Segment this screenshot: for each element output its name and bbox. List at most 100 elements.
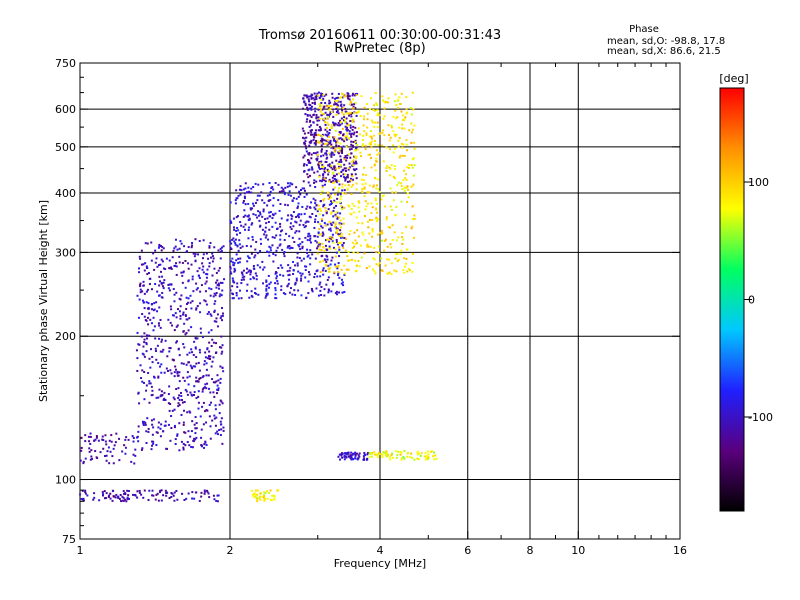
data-point <box>140 493 143 496</box>
data-point <box>267 286 270 289</box>
data-point <box>110 440 113 443</box>
data-point <box>196 337 199 340</box>
data-point <box>259 266 262 269</box>
data-point <box>150 385 153 388</box>
data-point <box>166 370 169 373</box>
data-point <box>145 350 148 353</box>
data-point <box>246 260 249 263</box>
data-point <box>318 207 321 210</box>
data-point <box>320 225 323 228</box>
data-point <box>339 147 342 150</box>
data-point <box>192 290 195 293</box>
data-point <box>391 238 394 241</box>
data-point <box>349 212 352 215</box>
data-point <box>370 202 373 205</box>
data-point <box>216 494 219 497</box>
data-point <box>324 111 327 114</box>
data-point <box>348 148 351 151</box>
data-point <box>366 457 369 460</box>
data-point <box>286 185 289 188</box>
data-point <box>304 236 307 239</box>
data-point <box>91 457 94 460</box>
data-point <box>168 259 171 262</box>
data-point <box>411 252 414 255</box>
data-point <box>347 168 350 171</box>
data-point <box>306 239 309 242</box>
data-point <box>139 291 142 294</box>
data-point <box>328 240 331 243</box>
data-point <box>358 455 361 458</box>
data-point <box>394 135 397 138</box>
data-point <box>250 187 253 190</box>
data-point <box>341 208 344 211</box>
data-point <box>338 96 341 99</box>
data-point <box>170 308 173 311</box>
data-point <box>259 249 262 252</box>
data-point <box>317 204 320 207</box>
data-point <box>357 110 360 113</box>
data-point <box>174 238 177 241</box>
data-point <box>250 290 253 293</box>
data-point <box>373 104 376 107</box>
data-point <box>161 245 164 248</box>
data-point <box>329 229 332 232</box>
data-point <box>305 164 308 167</box>
data-point <box>350 133 353 136</box>
data-point <box>353 112 356 115</box>
data-point <box>361 183 364 186</box>
data-point <box>335 201 338 204</box>
data-point <box>121 495 124 498</box>
data-point <box>319 162 322 165</box>
data-point <box>308 168 311 171</box>
data-point <box>302 156 305 159</box>
data-point <box>233 267 236 270</box>
data-point <box>325 211 328 214</box>
data-point <box>403 457 406 460</box>
data-point <box>263 495 266 498</box>
data-point <box>142 263 145 266</box>
data-point <box>262 208 265 211</box>
data-point <box>318 125 321 128</box>
data-point <box>314 202 317 205</box>
data-point <box>346 173 349 176</box>
data-point <box>210 365 213 368</box>
data-point <box>333 103 336 106</box>
data-point <box>375 102 378 105</box>
data-point <box>236 282 239 285</box>
data-point <box>157 421 160 424</box>
data-point <box>413 214 416 217</box>
data-point <box>340 111 343 114</box>
data-point <box>382 160 385 163</box>
data-point <box>335 238 338 241</box>
data-point <box>340 121 343 124</box>
data-point <box>406 270 409 273</box>
data-point <box>194 259 197 262</box>
data-point <box>109 450 112 453</box>
data-point <box>311 133 314 136</box>
data-point <box>157 322 160 325</box>
data-point <box>321 135 324 138</box>
data-point <box>343 163 346 166</box>
data-point <box>193 340 196 343</box>
data-point <box>405 108 408 111</box>
data-point <box>269 281 272 284</box>
data-point <box>351 258 354 261</box>
data-point <box>211 252 214 255</box>
data-point <box>324 224 327 227</box>
data-point <box>219 365 222 368</box>
data-point <box>145 290 148 293</box>
data-point <box>138 267 141 270</box>
data-point <box>332 139 335 142</box>
data-point <box>295 230 298 233</box>
data-point <box>203 299 206 302</box>
data-point <box>159 270 162 273</box>
data-point <box>338 458 341 461</box>
data-point <box>332 171 335 174</box>
data-point <box>256 264 259 267</box>
data-point <box>209 425 212 428</box>
data-point <box>353 162 356 165</box>
data-point <box>293 289 296 292</box>
data-point <box>231 238 234 241</box>
data-point <box>331 124 334 127</box>
data-point <box>308 107 311 110</box>
